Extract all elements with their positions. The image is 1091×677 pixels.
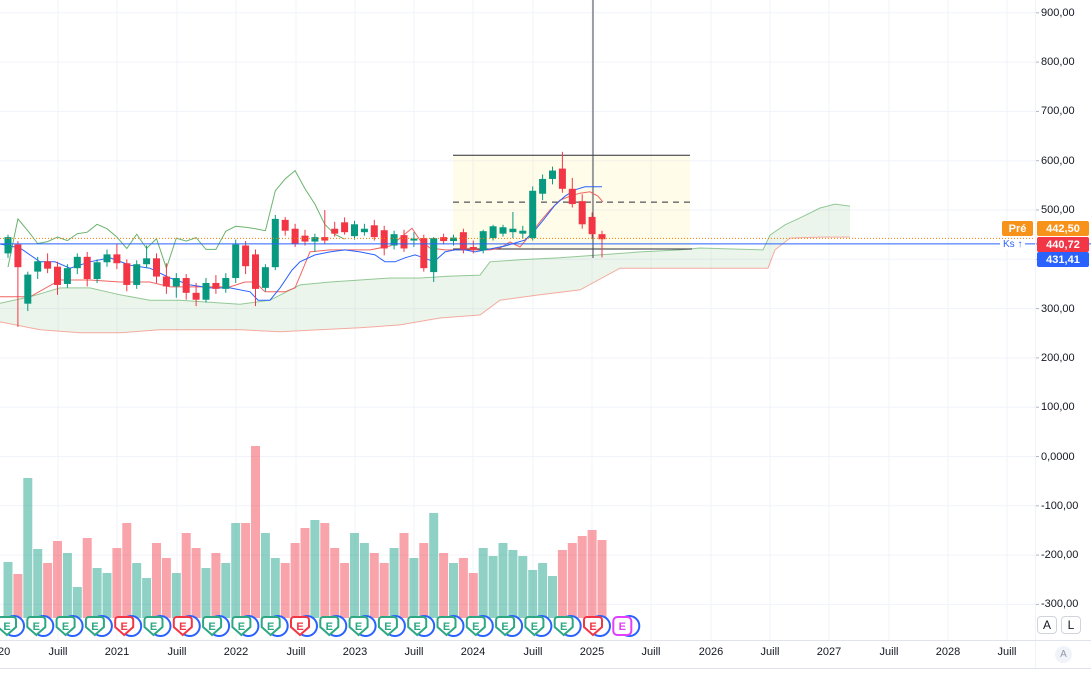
- time-tick-label: 2025: [579, 646, 605, 658]
- time-tick-label: 2020: [0, 646, 11, 658]
- time-tick-label: Juill: [641, 646, 661, 658]
- corner-auto-badge[interactable]: A: [1055, 646, 1072, 663]
- time-tick-label: 2022: [223, 646, 249, 658]
- time-tick-label: Juill: [404, 646, 424, 658]
- time-tick-label: 2026: [698, 646, 724, 658]
- candlestick-layer: [4, 151, 606, 327]
- time-tick-label: Juill: [760, 646, 780, 658]
- premarket-badge: Pré: [1002, 221, 1033, 236]
- price-tick-label: 0,0000: [1041, 450, 1075, 463]
- svg-text:E: E: [62, 621, 69, 633]
- earnings-badge-icon[interactable]: E: [407, 615, 436, 637]
- svg-text:E: E: [208, 621, 215, 633]
- time-tick-label: 2021: [104, 646, 130, 658]
- earnings-badge-icon[interactable]: E: [114, 615, 143, 637]
- earnings-badge-icon[interactable]: E: [290, 615, 318, 637]
- time-tick-label: 2024: [460, 646, 486, 658]
- earnings-badge-icon[interactable]: E: [55, 615, 84, 637]
- earnings-badge-icon[interactable]: E: [172, 615, 201, 637]
- earnings-badge-icon[interactable]: E: [436, 615, 465, 637]
- grid-layer: [0, 0, 1035, 640]
- svg-text:E: E: [501, 621, 508, 633]
- time-tick-label: Juill: [879, 646, 899, 658]
- time-tick-label: Juill: [997, 646, 1017, 658]
- svg-text:E: E: [560, 621, 567, 633]
- svg-text:E: E: [326, 621, 333, 633]
- earnings-badge-icon[interactable]: E: [319, 615, 348, 637]
- volume-bars: [3, 446, 607, 618]
- svg-text:E: E: [443, 621, 450, 633]
- earnings-badge-icon[interactable]: E: [495, 615, 524, 637]
- ks-line-label: Ks ↑: [1000, 239, 1026, 250]
- price-tick-label: -200,00: [1041, 549, 1079, 562]
- time-tick-label: 2023: [342, 646, 368, 658]
- price-axis-separator: [1035, 0, 1036, 668]
- earnings-badge-icon[interactable]: E: [465, 615, 494, 637]
- price-tick-label: 300,00: [1041, 302, 1075, 315]
- earnings-badge-icon[interactable]: E: [231, 615, 260, 637]
- svg-text:E: E: [296, 621, 303, 633]
- earnings-badge-icon[interactable]: E: [0, 615, 25, 637]
- earnings-badge-icon[interactable]: E: [202, 615, 231, 637]
- log-scale-button[interactable]: L: [1061, 616, 1081, 634]
- svg-text:E: E: [384, 621, 391, 633]
- earnings-badge-icon[interactable]: E: [553, 615, 582, 637]
- svg-text:E: E: [3, 621, 10, 633]
- svg-text:E: E: [150, 621, 157, 633]
- svg-text:E: E: [179, 621, 186, 633]
- svg-text:E: E: [33, 621, 40, 633]
- time-axis-separator: [0, 640, 1091, 641]
- svg-text:E: E: [91, 621, 98, 633]
- time-tick-label: Juill: [523, 646, 543, 658]
- time-tick-label: 2027: [816, 646, 842, 658]
- svg-text:E: E: [121, 621, 128, 633]
- price-tick-label: 600,00: [1041, 154, 1075, 167]
- time-tick-label: Juill: [286, 646, 306, 658]
- ichimoku-cloud: [0, 203, 851, 334]
- drawing-tools-layer[interactable]: [453, 0, 692, 258]
- svg-text:E: E: [414, 621, 421, 633]
- price-tick-label: 800,00: [1041, 56, 1075, 69]
- svg-text:E: E: [472, 621, 479, 633]
- svg-text:E: E: [531, 621, 538, 633]
- earnings-badge-icon[interactable]: E: [524, 615, 553, 637]
- price-tick-label: -300,00: [1041, 598, 1079, 611]
- earnings-badge-icon[interactable]: E: [583, 615, 611, 637]
- svg-text:E: E: [619, 621, 626, 633]
- price-tick-label: 900,00: [1041, 6, 1075, 19]
- auto-scale-button[interactable]: A: [1037, 616, 1057, 634]
- bottom-separator: [0, 668, 1091, 669]
- last-price-label: 440,72: [1037, 237, 1089, 252]
- time-tick-label: Juill: [48, 646, 68, 658]
- price-level-lines: [0, 237, 1091, 245]
- earnings-badge-icon[interactable]: E: [260, 615, 289, 637]
- time-tick-label: 2028: [935, 646, 961, 658]
- price-tick-label: 500,00: [1041, 204, 1075, 216]
- svg-text:E: E: [238, 621, 245, 633]
- premarket-price-label: 442,50: [1037, 221, 1089, 236]
- baseline-price-label: 431,41: [1037, 252, 1089, 267]
- price-tick-label: 700,00: [1041, 105, 1075, 118]
- earnings-badge-icon[interactable]: E: [348, 615, 377, 637]
- svg-text:E: E: [589, 621, 596, 633]
- svg-text:E: E: [267, 621, 274, 633]
- svg-text:E: E: [355, 621, 362, 633]
- price-tick-label: 100,00: [1041, 401, 1075, 414]
- time-tick-label: Juill: [167, 646, 187, 658]
- earnings-badge-icon[interactable]: E: [143, 615, 172, 637]
- price-tick-label: 200,00: [1041, 351, 1075, 364]
- earnings-badge-icon[interactable]: E: [377, 615, 406, 637]
- price-tick-label: -100,00: [1041, 499, 1079, 512]
- earnings-badge-icon[interactable]: E: [612, 615, 641, 637]
- earnings-badge-icon[interactable]: E: [84, 615, 113, 637]
- earnings-badge-icon[interactable]: E: [26, 615, 55, 637]
